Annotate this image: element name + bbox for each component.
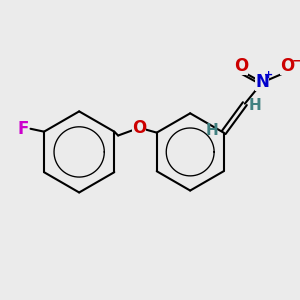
Text: H: H (249, 98, 262, 113)
Text: O: O (234, 57, 248, 75)
Text: F: F (17, 120, 28, 138)
Text: O: O (280, 57, 295, 75)
Text: −: − (292, 55, 300, 68)
Text: H: H (206, 123, 218, 138)
Text: O: O (132, 119, 146, 137)
Text: +: + (263, 70, 273, 80)
Text: N: N (255, 74, 269, 92)
